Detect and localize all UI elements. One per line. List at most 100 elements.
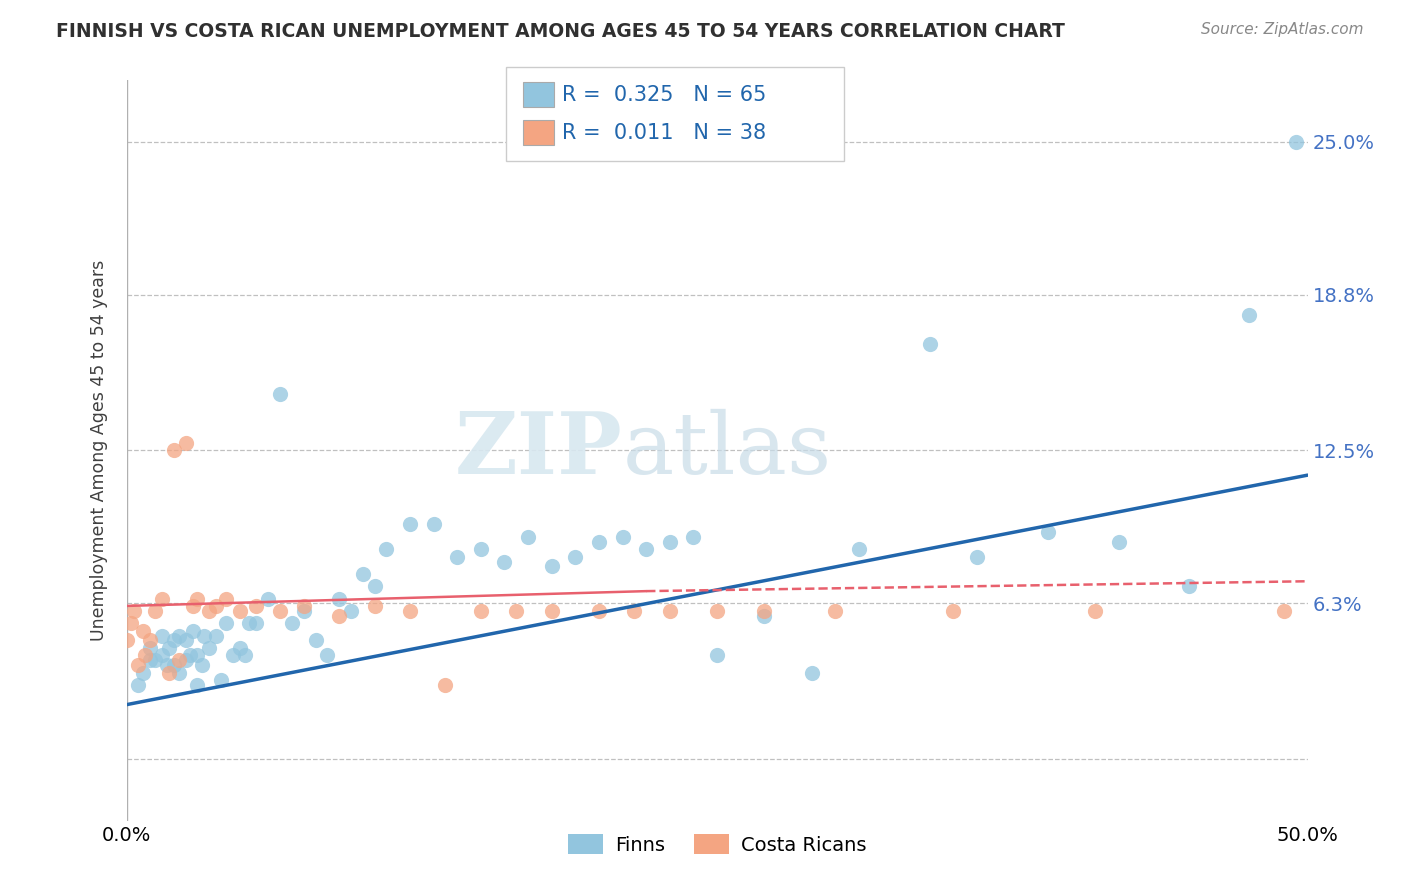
Point (636, 542, 658, 557)
Point (167, 653, 190, 667)
Point (143, 604, 166, 618)
Point (1084, 604, 1107, 618)
Point (328, 608, 350, 623)
Text: R =  0.011   N = 38: R = 0.011 N = 38 (562, 123, 766, 143)
Point (269, 604, 291, 618)
Point (966, 549, 988, 564)
Point (139, 640, 162, 655)
Text: R =  0.325   N = 65: R = 0.325 N = 65 (562, 85, 766, 104)
Point (174, 633, 197, 648)
Point (754, 608, 776, 623)
Point (167, 665, 190, 680)
Point (205, 629, 228, 643)
Point (623, 604, 645, 618)
Point (139, 633, 162, 648)
Point (848, 542, 870, 557)
Point (186, 648, 208, 663)
Point (1036, 524, 1059, 539)
Point (215, 616, 238, 631)
Point (942, 604, 965, 618)
Point (127, 658, 149, 673)
Point (706, 648, 728, 663)
Point (193, 629, 215, 643)
Point (682, 530, 704, 544)
Text: ZIP: ZIP (454, 409, 623, 492)
Point (470, 604, 492, 618)
Point (122, 604, 145, 618)
Point (316, 648, 339, 663)
Point (505, 604, 527, 618)
Point (115, 633, 138, 648)
Point (1237, 308, 1260, 322)
Point (120, 616, 142, 631)
Point (132, 665, 155, 680)
Point (245, 616, 267, 631)
Point (517, 530, 540, 544)
Point (205, 599, 228, 613)
Point (238, 616, 260, 631)
Point (181, 599, 204, 613)
Point (706, 604, 728, 618)
Text: atlas: atlas (623, 409, 832, 492)
Point (434, 678, 457, 692)
Point (134, 648, 156, 663)
Text: FINNISH VS COSTA RICAN UNEMPLOYMENT AMONG AGES 45 TO 54 YEARS CORRELATION CHART: FINNISH VS COSTA RICAN UNEMPLOYMENT AMON… (56, 22, 1066, 41)
Point (918, 337, 941, 351)
Point (191, 658, 214, 673)
Point (352, 566, 374, 581)
Point (1108, 534, 1130, 549)
Point (150, 648, 173, 663)
Point (363, 599, 385, 613)
Point (304, 633, 326, 648)
Point (754, 604, 776, 618)
Point (179, 648, 201, 663)
Point (157, 665, 180, 680)
Point (163, 658, 186, 673)
Point (422, 517, 444, 532)
Point (658, 534, 681, 549)
Point (174, 653, 197, 667)
Point (233, 648, 256, 663)
Point (363, 579, 385, 593)
Point (588, 604, 610, 618)
Point (139, 653, 162, 667)
Point (245, 599, 267, 613)
Point (150, 629, 173, 643)
Point (143, 653, 166, 667)
Point (340, 604, 363, 618)
Point (540, 559, 562, 574)
Point (281, 616, 304, 631)
Point (540, 604, 562, 618)
Point (198, 604, 221, 618)
Point (229, 640, 252, 655)
Point (446, 549, 468, 564)
Point (1178, 579, 1201, 593)
Point (186, 678, 208, 692)
Point (824, 604, 846, 618)
Point (167, 629, 190, 643)
Point (1272, 604, 1295, 618)
Point (229, 604, 252, 618)
Point (292, 604, 315, 618)
Point (181, 624, 204, 638)
Point (375, 542, 398, 557)
Text: Source: ZipAtlas.com: Source: ZipAtlas.com (1201, 22, 1364, 37)
Point (209, 673, 232, 687)
Point (658, 604, 681, 618)
Point (257, 591, 280, 606)
Point (198, 640, 221, 655)
Point (163, 443, 186, 458)
Point (186, 591, 208, 606)
Point (174, 436, 197, 450)
Point (800, 665, 823, 680)
Point (215, 591, 238, 606)
Point (494, 554, 516, 569)
Point (269, 386, 291, 401)
Point (588, 534, 610, 549)
Point (612, 530, 634, 544)
Point (292, 599, 315, 613)
Point (328, 591, 350, 606)
Point (564, 549, 586, 564)
Legend: Finns, Costa Ricans: Finns, Costa Ricans (560, 827, 875, 863)
Point (132, 624, 155, 638)
